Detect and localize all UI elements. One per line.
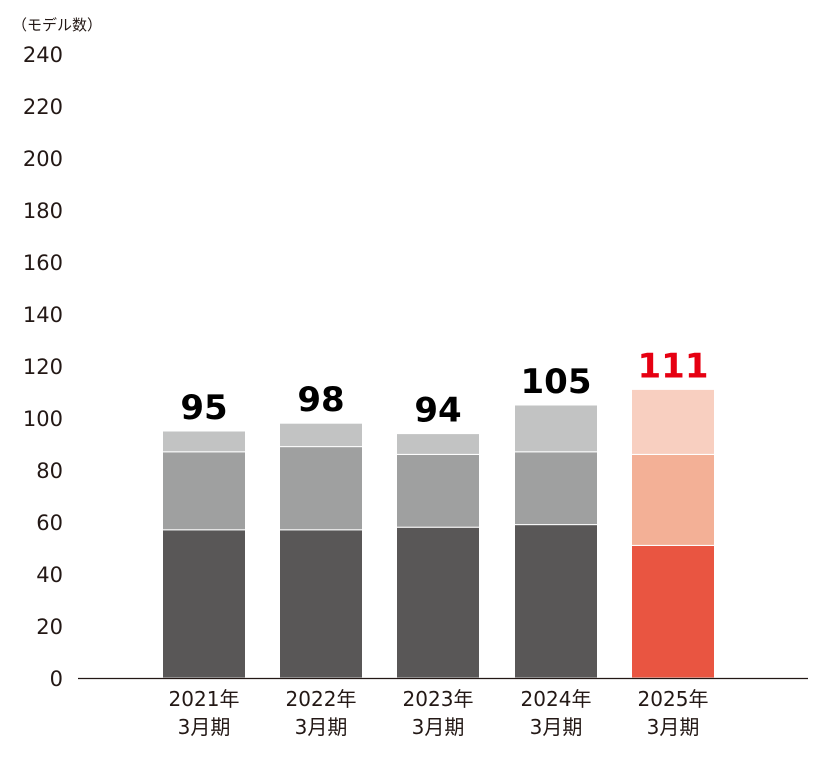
bar-segment-1 [279, 529, 363, 679]
y-tick-label: 220 [23, 95, 63, 119]
bar-segment-2 [396, 453, 480, 528]
bar-segment-3 [396, 433, 480, 455]
x-category-label-year: 2023年 [403, 687, 474, 711]
bar-segment-3 [514, 404, 598, 453]
bar-segment-2 [514, 451, 598, 526]
total-label: 105 [521, 362, 592, 402]
total-label: 94 [414, 391, 461, 431]
bar-segment-1 [514, 524, 598, 679]
x-category-label-year: 2025年 [638, 687, 709, 711]
y-tick-label: 20 [36, 615, 63, 639]
x-category-label-year: 2021年 [169, 687, 240, 711]
y-tick-label: 140 [23, 303, 63, 327]
total-label: 98 [297, 380, 344, 420]
bar-segment-1 [396, 526, 480, 679]
x-category-label-period: 3月期 [178, 715, 231, 739]
y-tick-label: 180 [23, 199, 63, 223]
bar-segment-3 [162, 430, 246, 453]
total-label: 111 [638, 346, 709, 386]
bar-segment-3 [631, 388, 715, 455]
y-tick-label: 240 [23, 43, 63, 67]
x-category-label-period: 3月期 [530, 715, 583, 739]
bar-segment-1 [631, 544, 715, 679]
bar-segment-2 [279, 446, 363, 531]
bar-segment-1 [162, 529, 246, 679]
unit-label: （モデル数） [12, 16, 102, 34]
y-tick-label: 0 [50, 667, 63, 691]
x-category-label-period: 3月期 [295, 715, 348, 739]
y-tick-label: 160 [23, 251, 63, 275]
bar-segment-2 [631, 453, 715, 546]
x-category-label-year: 2022年 [286, 687, 357, 711]
x-category-label-period: 3月期 [647, 715, 700, 739]
bar-segment-2 [162, 451, 246, 531]
x-category-label-period: 3月期 [412, 715, 465, 739]
y-tick-label: 40 [36, 563, 63, 587]
y-tick-label: 200 [23, 147, 63, 171]
y-tick-label: 80 [36, 459, 63, 483]
y-tick-label: 60 [36, 511, 63, 535]
bar-segment-3 [279, 422, 363, 448]
y-tick-label: 100 [23, 407, 63, 431]
y-tick-label: 120 [23, 355, 63, 379]
x-category-label-year: 2024年 [521, 687, 592, 711]
total-label: 95 [180, 388, 227, 428]
